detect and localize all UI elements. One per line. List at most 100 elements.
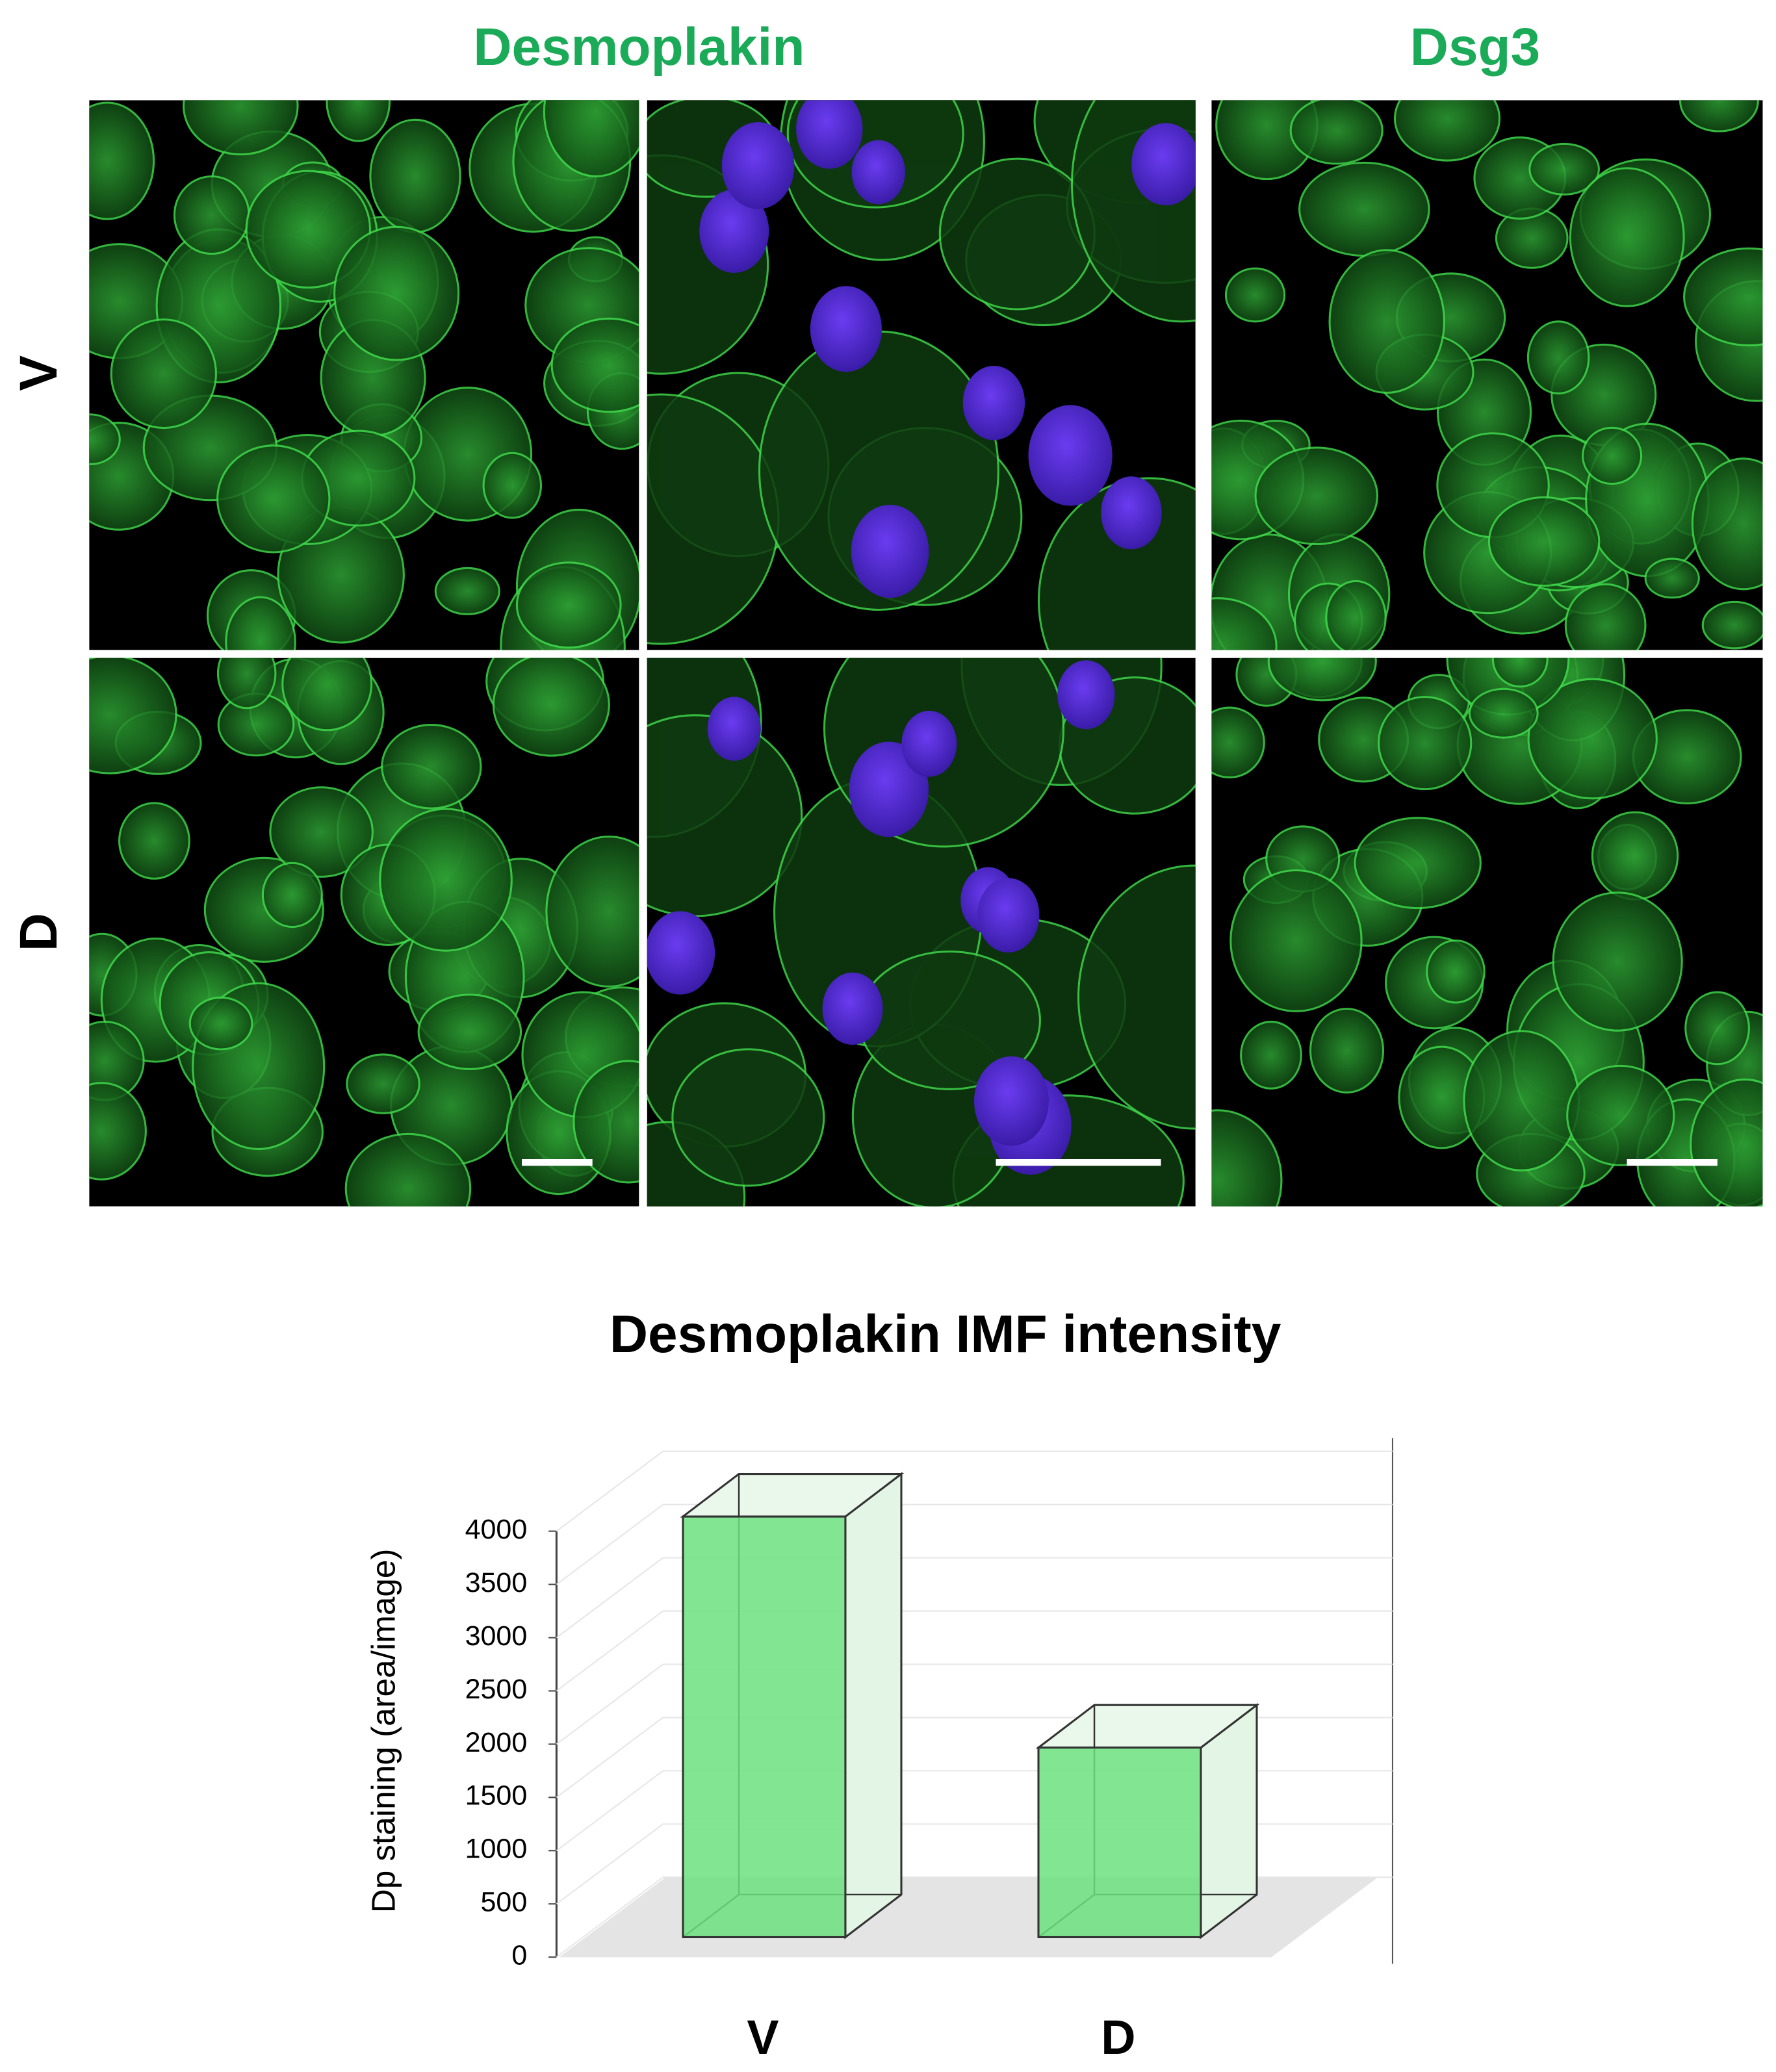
cell [1328, 249, 1445, 394]
y-tick-label: 1500 [465, 1780, 528, 1811]
chart-title: Desmoplakin IMF intensity [610, 1305, 1281, 1364]
cell [225, 596, 296, 650]
cell [482, 452, 543, 519]
cell [1463, 1030, 1580, 1171]
cell [1224, 267, 1286, 323]
cell [550, 317, 639, 413]
micrograph [89, 658, 639, 1207]
nucleus [1131, 123, 1196, 206]
cell [183, 100, 299, 156]
y-tick-label: 3000 [465, 1620, 528, 1652]
bar-front [682, 1515, 847, 1939]
nucleus [962, 365, 1025, 441]
cell [1254, 446, 1378, 546]
cell [1240, 1021, 1302, 1090]
x-tick-label: V [747, 2010, 779, 2064]
cell [1211, 597, 1278, 650]
cell [1527, 678, 1658, 800]
cell [1487, 496, 1601, 587]
grid-line [556, 1610, 1393, 1692]
grid-line [556, 1503, 1393, 1585]
cell [671, 1048, 825, 1187]
micrograph [89, 100, 639, 650]
cell [1683, 247, 1763, 347]
cell [417, 993, 522, 1070]
cell [573, 1060, 639, 1184]
cell [281, 658, 373, 732]
cell [1378, 696, 1473, 791]
y-tick-label: 2000 [465, 1727, 528, 1758]
nucleus [810, 286, 882, 372]
bar [1035, 1703, 1260, 1939]
cell [344, 1132, 472, 1207]
nucleus [1028, 405, 1113, 506]
chart: 0 500 1000 1500 2000 2500 3000 3500 4000 V D [465, 1438, 1393, 2064]
cell [1644, 557, 1700, 599]
cell [261, 862, 323, 928]
cell [1267, 658, 1377, 702]
row-label: D [9, 913, 68, 951]
nucleus [901, 710, 957, 777]
cell [89, 658, 177, 774]
grid-line [556, 1663, 1393, 1745]
cell [1552, 891, 1683, 1032]
cell [1298, 161, 1430, 257]
micrograph [647, 658, 1196, 1207]
cell [381, 724, 482, 810]
nucleus [721, 122, 795, 209]
nucleus [796, 100, 863, 169]
y-tick-label: 1000 [465, 1834, 528, 1865]
cell [1526, 320, 1590, 395]
row-label: V [9, 355, 68, 391]
cell [269, 786, 374, 878]
cell [1701, 600, 1763, 650]
nucleus [974, 1056, 1049, 1146]
cell [1468, 687, 1539, 739]
cell [188, 996, 253, 1051]
cell [1211, 706, 1265, 778]
cell [543, 100, 639, 177]
micrographs [89, 100, 1763, 1207]
column-header: Desmoplakin [473, 18, 804, 77]
cell [492, 658, 610, 757]
nucleus [851, 140, 905, 205]
cell [1566, 1064, 1675, 1166]
y-tick-label: 3500 [465, 1567, 528, 1598]
nucleus [851, 504, 929, 598]
cell [1077, 864, 1196, 1130]
cell [89, 1082, 147, 1181]
nucleus [647, 911, 715, 995]
nucleus [822, 972, 883, 1045]
nucleus [977, 878, 1040, 953]
y-tick-label: 500 [481, 1887, 528, 1918]
cell [118, 802, 190, 880]
nucleus [699, 189, 769, 273]
y-tick-label: 2500 [465, 1674, 528, 1705]
cell [1211, 1109, 1283, 1207]
bar-side [844, 1472, 903, 1939]
cell [515, 561, 622, 649]
cell [1691, 457, 1763, 591]
cell [545, 836, 639, 988]
cell [379, 808, 513, 952]
cell [1229, 869, 1363, 1012]
grid-line [556, 1770, 1393, 1852]
cell [245, 170, 372, 289]
cell [89, 413, 121, 465]
cell [333, 225, 460, 361]
cell [1528, 142, 1600, 196]
nucleus [1057, 660, 1115, 730]
y-tick-label: 0 [511, 1940, 527, 1971]
cell [1679, 100, 1759, 133]
bar-front [1037, 1746, 1202, 1939]
cell [1309, 1008, 1385, 1094]
cell [1690, 1078, 1763, 1207]
column-header: Dsg3 [1410, 18, 1540, 77]
cell [1569, 167, 1685, 307]
cell [1582, 426, 1643, 485]
cell [173, 175, 250, 255]
cell [216, 658, 277, 710]
cell [1684, 991, 1750, 1066]
cell [1393, 100, 1500, 162]
